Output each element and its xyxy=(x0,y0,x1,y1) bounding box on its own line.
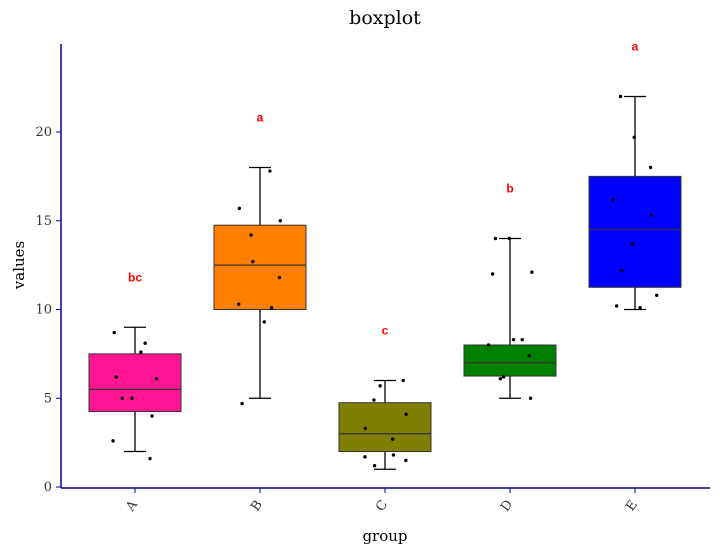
x-tick-label: A xyxy=(123,497,142,515)
data-point xyxy=(391,453,396,457)
x-tick-label: E xyxy=(623,498,641,514)
data-point xyxy=(391,437,395,441)
data-point xyxy=(139,350,143,354)
data-point xyxy=(237,206,242,211)
data-point xyxy=(114,375,118,379)
data-point xyxy=(269,306,274,310)
data-point xyxy=(372,398,376,402)
y-tick-label: 15 xyxy=(35,214,52,229)
data-point xyxy=(498,377,503,381)
significance-label: bc xyxy=(128,270,142,284)
data-point xyxy=(619,268,624,273)
significance-label: c xyxy=(382,324,389,338)
x-tick-label: D xyxy=(498,497,516,514)
box-a xyxy=(88,353,182,413)
data-point xyxy=(154,377,159,381)
data-point xyxy=(530,270,534,274)
chart-title: boxplot xyxy=(349,7,421,29)
data-point xyxy=(611,197,615,202)
data-point xyxy=(268,169,272,173)
significance-label: b xyxy=(506,182,513,196)
data-point xyxy=(251,259,255,264)
data-point xyxy=(618,94,623,99)
data-point xyxy=(614,304,619,308)
data-point xyxy=(249,233,253,237)
data-point xyxy=(363,426,367,431)
data-point xyxy=(654,293,659,297)
data-point xyxy=(150,414,154,418)
data-point xyxy=(490,272,495,276)
y-tick-label: 5 xyxy=(44,391,52,406)
x-axis-label: group xyxy=(362,527,407,545)
data-point xyxy=(278,219,282,223)
y-axis-label: values xyxy=(10,241,28,290)
y-tick-label: 0 xyxy=(44,480,52,495)
data-point xyxy=(240,401,244,406)
data-point xyxy=(363,455,367,459)
data-point xyxy=(528,396,533,400)
significance-label: a xyxy=(632,40,639,54)
data-point xyxy=(507,236,512,241)
y-tick-label: 10 xyxy=(35,303,52,318)
data-point xyxy=(148,456,152,461)
data-point xyxy=(237,302,241,306)
data-point xyxy=(638,306,642,310)
data-point xyxy=(401,378,405,383)
data-point xyxy=(501,375,506,379)
box-e xyxy=(588,175,682,288)
data-point xyxy=(527,353,531,358)
data-point xyxy=(631,242,635,246)
data-point xyxy=(112,330,116,335)
significance-label: a xyxy=(257,111,264,125)
data-point xyxy=(262,320,267,324)
data-point xyxy=(648,165,653,170)
data-point xyxy=(486,343,491,347)
data-point xyxy=(493,236,498,241)
box-b xyxy=(213,224,307,310)
data-point xyxy=(404,458,408,463)
data-point xyxy=(649,213,654,218)
y-tick-label: 20 xyxy=(35,125,52,140)
plot-area: 0 5 10 15 20 Abc Ba Cc Db Ea xyxy=(35,40,710,515)
data-point xyxy=(378,384,382,388)
box-d xyxy=(463,344,557,377)
data-point xyxy=(632,135,636,140)
x-tick-label: C xyxy=(373,498,391,515)
data-point xyxy=(277,275,282,280)
data-point xyxy=(511,337,516,342)
box-c xyxy=(338,402,432,452)
data-point xyxy=(120,396,124,400)
data-point xyxy=(130,396,134,400)
data-point xyxy=(404,412,408,416)
x-tick-label: B xyxy=(248,498,266,514)
data-point xyxy=(111,439,115,443)
data-point xyxy=(372,464,377,468)
data-point xyxy=(143,341,147,345)
data-point xyxy=(520,337,524,342)
